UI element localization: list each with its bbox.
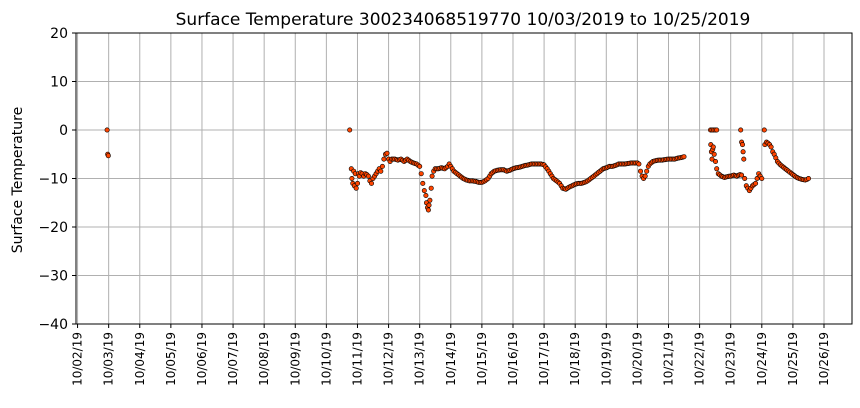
x-tick-label: 10/24/19 (755, 332, 769, 386)
x-tick-label: 10/03/19 (102, 332, 116, 386)
x-tick-label: 10/22/19 (693, 332, 707, 386)
data-point (420, 180, 426, 186)
x-tick-label: 10/09/19 (288, 332, 302, 386)
x-tick-label: 10/21/19 (661, 332, 675, 386)
data-point (642, 173, 648, 179)
data-point (712, 159, 718, 165)
data-point (427, 197, 433, 203)
data-point (644, 168, 650, 174)
data-point (105, 153, 111, 159)
data-point (365, 173, 371, 179)
data-point (637, 168, 643, 174)
data-point (104, 127, 110, 133)
data-point (739, 142, 745, 148)
data-point (379, 163, 385, 169)
y-tick-label: 20 (50, 26, 68, 42)
x-tick-label: 10/20/19 (630, 332, 644, 386)
y-axis-label: Surface Temperature (10, 107, 26, 253)
x-tick-label: 10/10/19 (319, 332, 333, 386)
data-point (768, 144, 774, 150)
y-tick-label: −40 (38, 317, 68, 333)
x-tick-label: 10/16/19 (506, 332, 520, 386)
x-tick-label: 10/04/19 (133, 332, 147, 386)
data-point (421, 188, 427, 194)
data-point (742, 176, 748, 182)
data-point (741, 156, 747, 162)
data-point (429, 173, 435, 179)
x-tick-label: 10/02/19 (71, 332, 85, 386)
data-point (347, 127, 353, 133)
y-tick-label: 0 (59, 123, 68, 139)
data-point (428, 185, 434, 191)
data-point (739, 172, 745, 178)
data-point (378, 168, 384, 174)
x-tick-label: 10/11/19 (350, 332, 364, 386)
data-point (417, 163, 423, 169)
data-point (759, 176, 765, 182)
data-point (714, 127, 720, 133)
y-axis-ticks: 20 10 0 −10 −20 −30 −40 (38, 26, 76, 333)
x-tick-label: 10/13/19 (413, 332, 427, 386)
data-point (425, 207, 431, 213)
x-tick-label: 10/12/19 (382, 332, 396, 386)
data-point (761, 127, 767, 133)
x-tick-label: 10/05/19 (164, 332, 178, 386)
grid-lines (76, 32, 852, 325)
x-tick-label: 10/06/19 (195, 332, 209, 386)
data-point (710, 144, 716, 150)
x-tick-label: 10/17/19 (537, 332, 551, 386)
data-point (740, 149, 746, 155)
data-point (681, 154, 687, 160)
data-point (738, 127, 744, 133)
y-tick-label: −30 (38, 269, 68, 285)
y-tick-label: −20 (38, 220, 68, 236)
data-point (349, 176, 355, 182)
x-tick-label: 10/23/19 (724, 332, 738, 386)
x-tick-label: 10/14/19 (444, 332, 458, 386)
x-tick-label: 10/18/19 (568, 332, 582, 386)
x-tick-label: 10/07/19 (226, 332, 240, 386)
data-point (368, 180, 374, 186)
y-tick-label: 10 (50, 75, 68, 91)
x-tick-label: 10/08/19 (257, 332, 271, 386)
data-point (381, 156, 387, 162)
chart-title: Surface Temperature 300234068519770 10/0… (176, 10, 751, 30)
data-point (753, 180, 759, 186)
x-axis-ticks: 10/02/19 10/03/19 10/04/19 10/05/19 10/06/19… (71, 324, 831, 386)
x-tick-label: 10/26/19 (817, 332, 831, 386)
data-point (418, 171, 424, 177)
data-point (353, 185, 359, 191)
x-tick-label: 10/19/19 (599, 332, 613, 386)
data-point (384, 150, 390, 156)
y-tick-label: −10 (38, 172, 68, 188)
data-point (709, 156, 715, 162)
data-point (426, 202, 432, 208)
data-point (714, 166, 720, 172)
data-points (104, 127, 811, 213)
x-tick-label: 10/15/19 (475, 332, 489, 386)
data-point (423, 193, 429, 199)
data-point (711, 151, 717, 157)
data-point (354, 180, 360, 186)
data-point (636, 161, 642, 167)
x-tick-label: 10/25/19 (786, 332, 800, 386)
data-point (805, 176, 811, 182)
